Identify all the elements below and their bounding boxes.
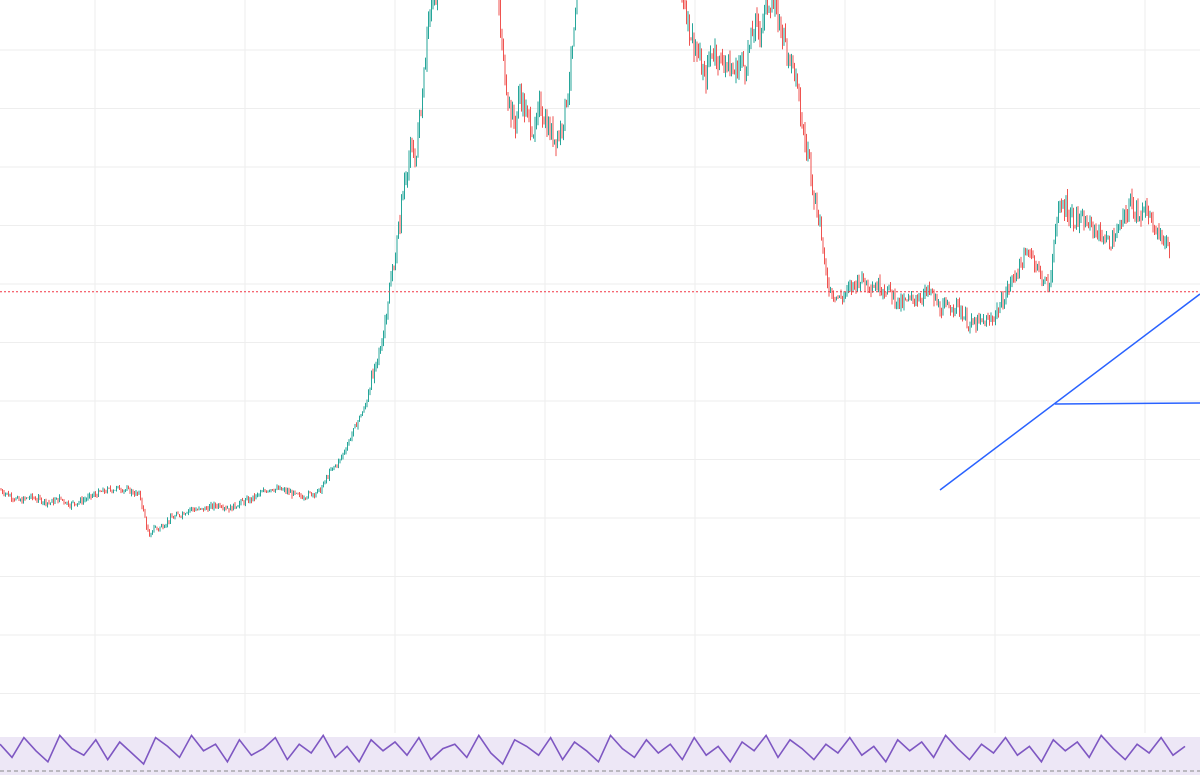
oscillator-band [0,737,1200,775]
candles [0,0,1170,538]
horizontal-support-line [1054,402,1200,405]
oscillator-pane [0,733,1200,775]
grid [0,0,1200,733]
drawings [0,291,1200,491]
oscillator-line [0,733,1186,766]
rising-trendline [939,293,1200,491]
